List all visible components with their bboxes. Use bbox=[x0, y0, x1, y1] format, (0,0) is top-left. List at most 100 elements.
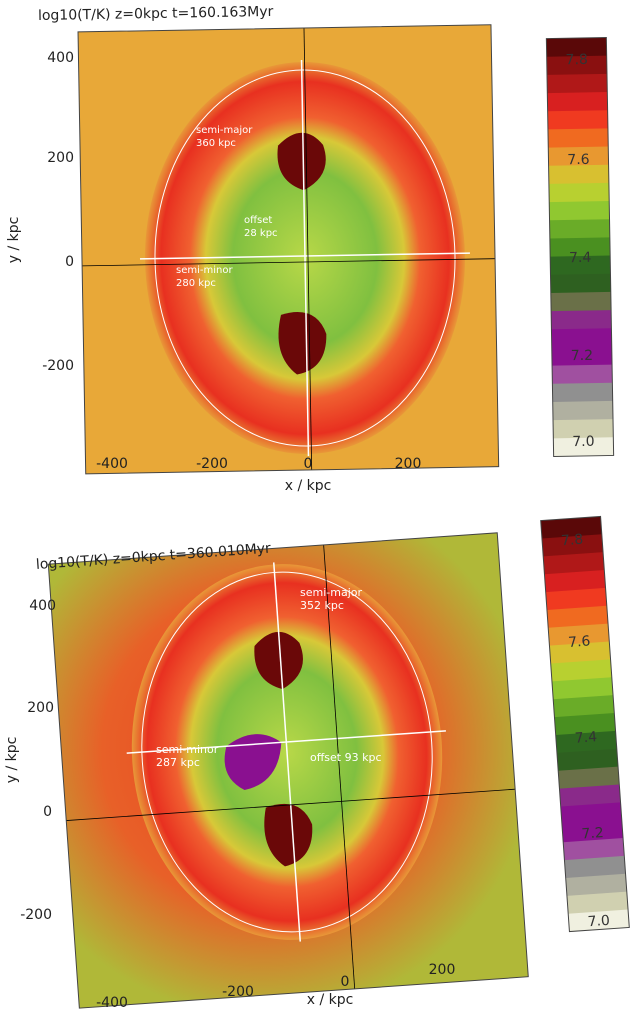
annotation: 352 kpc bbox=[300, 599, 344, 612]
y-tick-label: 0 bbox=[65, 254, 74, 270]
annotation: semi-major bbox=[300, 586, 362, 599]
panel: semi-major 360 kpc offset 28 kpc semi-minor 2… bbox=[6, 4, 615, 494]
minor-axis bbox=[139, 252, 470, 260]
x-tick-label: 200 bbox=[429, 962, 456, 978]
lobe bbox=[254, 631, 303, 690]
colorbar-band bbox=[550, 659, 612, 682]
colorbar-band bbox=[553, 437, 614, 457]
annotation: 280 kpc bbox=[176, 278, 216, 289]
colorbar-band bbox=[546, 73, 608, 94]
x-tick-label: -200 bbox=[222, 984, 254, 1000]
x-tick-label: -200 bbox=[196, 456, 228, 472]
lobe bbox=[278, 312, 327, 375]
colorbar-band bbox=[565, 873, 627, 897]
x-tick-label: 200 bbox=[395, 456, 422, 472]
annotation: offset bbox=[244, 215, 272, 226]
x-axis-label: x / kpc bbox=[285, 478, 332, 494]
colorbar: 7.8 7.6 7.4 7.2 7.0 bbox=[540, 515, 630, 933]
colorbar-band bbox=[553, 419, 614, 439]
colorbar-band bbox=[543, 552, 605, 575]
colorbar-band bbox=[551, 346, 613, 367]
colorbar-band bbox=[564, 855, 626, 879]
colorbar-tick-label: 7.4 bbox=[569, 250, 592, 266]
colorbar-tick-label: 7.6 bbox=[568, 633, 591, 651]
y-tick-label: 0 bbox=[43, 804, 52, 820]
x-axis-label: x / kpc bbox=[307, 992, 354, 1008]
colorbar-band bbox=[568, 909, 630, 933]
colorbar-tick-label: 7.8 bbox=[565, 52, 588, 68]
annotation: semi-major bbox=[196, 125, 253, 136]
origin-x bbox=[66, 788, 516, 821]
origin-y bbox=[323, 544, 356, 989]
colorbar-band bbox=[547, 92, 608, 112]
annotation: semi-minor bbox=[176, 265, 233, 276]
colorbar: 7.8 7.6 7.4 7.2 7.0 bbox=[545, 36, 615, 458]
simulation-image bbox=[78, 24, 499, 474]
colorbar-frame bbox=[540, 515, 630, 933]
colorbar-band bbox=[551, 677, 614, 700]
colorbar-tick-label: 7.4 bbox=[574, 729, 597, 747]
colorbar-band bbox=[550, 273, 611, 294]
panel-title: log10(T/K) z=0kpc t=160.163Myr bbox=[38, 4, 274, 24]
colorbar-band bbox=[556, 748, 619, 772]
x-tick-label: -400 bbox=[96, 456, 128, 472]
annotation: 287 kpc bbox=[156, 756, 200, 769]
y-tick-label: 200 bbox=[47, 150, 74, 166]
colorbar-band bbox=[548, 164, 609, 185]
colorbar-band bbox=[545, 587, 607, 611]
colorbar-band bbox=[550, 255, 611, 276]
colorbar-band bbox=[558, 766, 620, 790]
colorbar-band bbox=[546, 37, 607, 58]
colorbar-band bbox=[552, 382, 613, 403]
y-tick-label: -200 bbox=[20, 907, 52, 923]
colorbar-band bbox=[563, 838, 625, 861]
colorbar-band bbox=[547, 110, 608, 130]
colorbar-tick-label: 7.0 bbox=[572, 434, 595, 450]
colorbar-tick-label: 7.2 bbox=[571, 348, 594, 364]
colorbar-band bbox=[551, 328, 612, 348]
colorbar-band bbox=[552, 400, 614, 421]
lobe bbox=[264, 804, 313, 867]
colorbar-band bbox=[544, 570, 606, 593]
y-tick-label: 400 bbox=[47, 50, 74, 66]
y-axis-label: y / kpc bbox=[4, 737, 20, 784]
colorbar-band bbox=[561, 820, 624, 843]
annotation: semi-minor bbox=[156, 743, 219, 756]
annotation: 28 kpc bbox=[244, 228, 278, 239]
colorbar-band bbox=[551, 310, 612, 330]
y-tick-label: -200 bbox=[42, 358, 74, 374]
plot-frame bbox=[47, 532, 529, 1009]
colorbar-band bbox=[546, 55, 607, 76]
y-tick-label: 200 bbox=[27, 700, 54, 716]
major-axis bbox=[300, 60, 310, 456]
colorbar-tick-label: 7.0 bbox=[587, 913, 610, 931]
colorbar-band bbox=[550, 291, 612, 312]
major-axis bbox=[272, 562, 302, 942]
colorbar-band bbox=[553, 695, 615, 718]
x-tick-label: -400 bbox=[96, 995, 128, 1011]
colorbar-band bbox=[549, 201, 610, 221]
colorbar-band bbox=[548, 623, 610, 647]
colorbar-band bbox=[548, 146, 609, 167]
colorbar-band bbox=[560, 802, 622, 825]
colorbar-band bbox=[548, 182, 610, 203]
colorbar-tick-label: 7.6 bbox=[567, 152, 590, 168]
origin-y bbox=[303, 27, 313, 470]
annotation: 360 kpc bbox=[196, 138, 236, 149]
colorbar-band bbox=[547, 128, 609, 149]
colorbar-band bbox=[540, 516, 602, 539]
y-axis-label: y / kpc bbox=[6, 217, 22, 264]
colorbar-band bbox=[541, 534, 604, 557]
colorbar-band bbox=[552, 364, 613, 385]
simulation-image bbox=[48, 532, 529, 1009]
colorbar-tick-label: 7.8 bbox=[561, 532, 584, 550]
colorbar-tick-label: 7.2 bbox=[581, 825, 604, 843]
colorbar-band bbox=[554, 712, 616, 736]
colorbar-band bbox=[546, 605, 609, 629]
x-tick-label: 0 bbox=[304, 456, 313, 472]
y-tick-label: 400 bbox=[29, 598, 56, 614]
colorbar-band bbox=[559, 784, 621, 808]
colorbar-band bbox=[549, 237, 611, 258]
